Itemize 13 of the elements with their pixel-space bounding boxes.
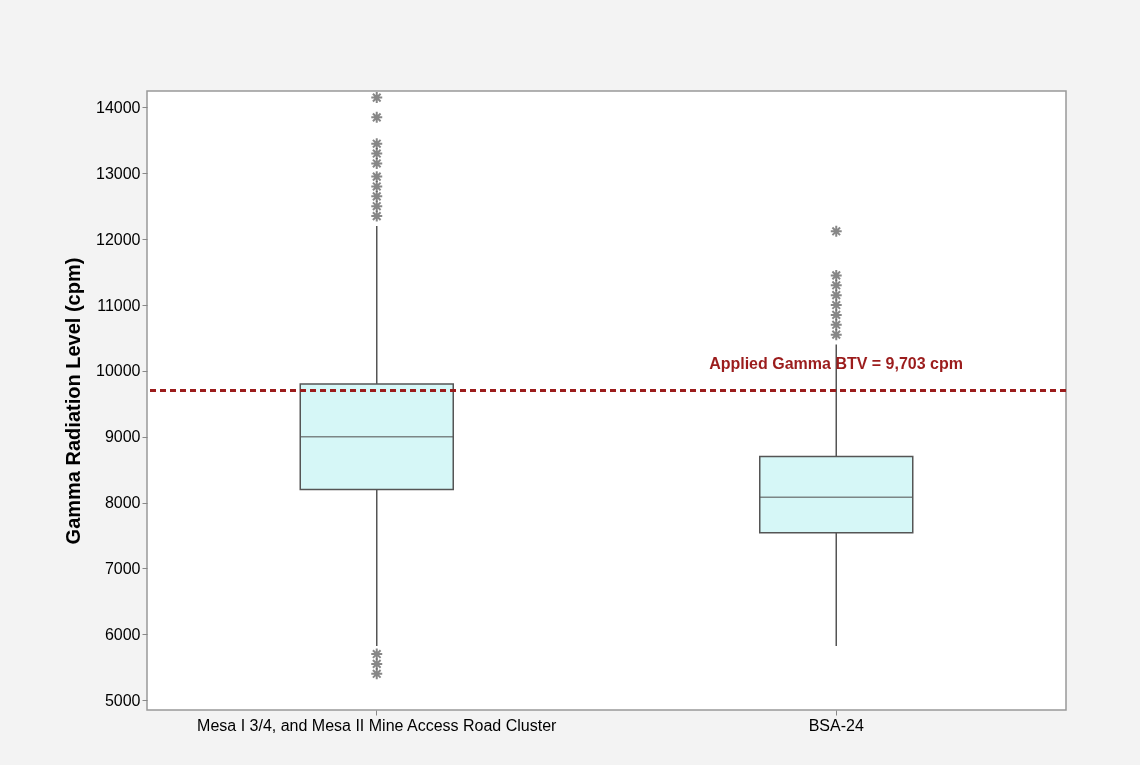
y-tick-label: 13000 (96, 164, 141, 182)
y-axis-title: Gamma Radiation Level (cpm) (62, 257, 85, 545)
y-tick-label: 12000 (96, 230, 141, 248)
x-tick-label: BSA-24 (808, 716, 864, 734)
y-tick-label: 8000 (104, 494, 141, 512)
y-tick-label: 7000 (104, 559, 141, 577)
x-tick-label: Mesa I 3/4, and Mesa II Mine Access Road Cluster (197, 716, 558, 734)
y-tick-label: 9000 (104, 428, 141, 446)
y-tick-label: 5000 (104, 691, 141, 709)
y-tick-label: 10000 (96, 362, 141, 380)
y-tick-label: 11000 (97, 296, 141, 314)
y-tick-label: 14000 (96, 98, 141, 116)
y-tick-label: 6000 (104, 625, 141, 643)
